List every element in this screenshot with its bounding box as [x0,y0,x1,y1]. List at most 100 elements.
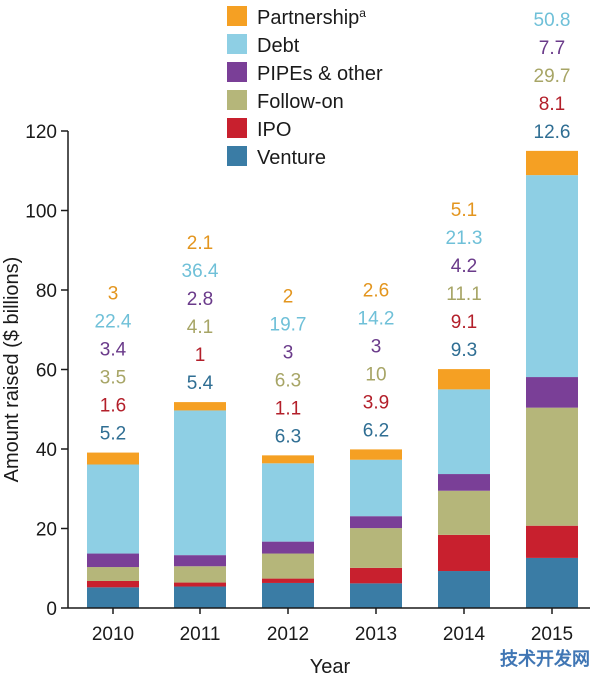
bar-segment [350,583,402,608]
legend-label: Venture [257,147,326,169]
bar-segment [87,464,139,554]
data-label: 12.6 [534,122,571,143]
y-tick-label: 0 [46,599,57,620]
bar-segment [262,578,314,583]
data-label: 22.4 [95,312,132,333]
legend-label: Follow-on [257,91,344,113]
data-label: 2.6 [363,280,389,301]
bar-segment [526,525,578,558]
bar-segment [174,410,226,556]
legend-label: Partnershipa [257,6,366,29]
legend-swatch [227,90,247,110]
data-label: 3.4 [100,340,127,361]
bar-segment [262,582,314,608]
data-label: 3 [108,284,119,305]
legend-label: Debt [257,35,300,57]
data-label: 11.1 [446,284,482,305]
x-tick-label: 2014 [443,624,486,645]
bar-segment [350,459,402,517]
data-label: 10 [365,364,386,385]
data-label: 5.4 [187,373,214,394]
bar-segment [262,541,314,554]
data-label: 6.3 [275,426,301,447]
bar-segment [262,455,314,464]
data-label: 5.2 [100,424,126,445]
bar-segment [174,402,226,411]
legend-swatch [227,118,247,138]
data-label: 8.1 [539,94,565,115]
bar-segment [350,567,402,584]
data-label: 3.9 [363,392,389,413]
legend-superscript: a [359,6,366,20]
bar-segment [87,587,139,608]
bar-segment [174,555,226,567]
legend-swatch [227,62,247,82]
data-label: 21.3 [446,228,483,249]
x-tick-label: 2011 [180,624,221,645]
data-label: 50.8 [534,10,571,31]
legend-swatch [227,146,247,166]
bar-segment [438,534,490,572]
data-label: 1.6 [100,396,126,417]
bar-segment [87,452,139,465]
data-label: 4.2 [451,256,477,277]
bar-segment [174,582,226,587]
y-tick-label: 60 [36,361,57,382]
data-label: 3 [283,342,294,363]
x-tick-label: 2013 [355,624,397,645]
data-label: 4.1 [187,317,213,338]
legend: Partnershipa Debt PIPEs & other Follow-on IP… [227,6,383,169]
data-label: 1 [195,345,206,366]
bar-segment [438,369,490,390]
x-tick-label: 2015 [531,624,573,645]
y-tick-label: 120 [25,122,57,143]
x-tick-label: 2010 [92,624,134,645]
bar-segment [262,553,314,579]
data-label: 2 [283,286,294,307]
bar-segment [438,474,490,491]
bar-segment [174,586,226,608]
data-label: 3.5 [100,368,126,389]
data-label: 9.3 [451,340,477,361]
bar-segment [350,528,402,568]
bars-layer [87,150,578,608]
legend-label: PIPEs & other [257,63,383,85]
bar-segment [262,463,314,542]
legend-swatch [227,6,247,26]
x-tick-label: 2012 [267,624,309,645]
bar-segment [87,580,139,588]
axes-layer: 0 20 40 60 80 100 120 2010 2011 2012 2013 2014 2015 [25,122,590,645]
bar-segment [87,567,139,581]
data-label: 5.1 [451,200,477,221]
data-label: 2.8 [187,289,213,310]
data-label: 19.7 [270,314,307,335]
bar-segment [526,407,578,526]
watermark: 技术开发网 [500,649,590,669]
y-tick-label: 20 [36,520,57,541]
data-label: 7.7 [539,38,565,59]
bar-segment [438,389,490,475]
bar-segment [526,150,578,176]
y-tick-label: 40 [36,440,57,461]
y-tick-label: 80 [36,281,57,302]
data-label: 36.4 [182,261,219,282]
bar-segment [350,449,402,460]
legend-label: IPO [257,119,291,141]
data-label: 6.2 [363,420,389,441]
data-label: 6.1 [539,0,565,3]
data-label: 6.3 [275,370,301,391]
data-label: 1.1 [275,398,301,419]
bar-segment [438,490,490,535]
y-axis-title: Amount raised ($ billions) [1,257,23,483]
bar-segment [87,553,139,568]
bar-segment [174,566,226,583]
bar-segment [438,571,490,608]
x-axis-title: Year [310,656,351,675]
bar-segment [526,557,578,608]
data-labels-layer: 5.2 1.6 3.5 3.4 22.4 3 5.4 1 4.1 2.8 36.4 2.1 6.3 1.1… [95,0,571,447]
legend-swatch [227,34,247,54]
y-tick-label: 100 [25,202,57,223]
data-label: 9.1 [451,312,477,333]
data-label: 3 [371,336,382,357]
